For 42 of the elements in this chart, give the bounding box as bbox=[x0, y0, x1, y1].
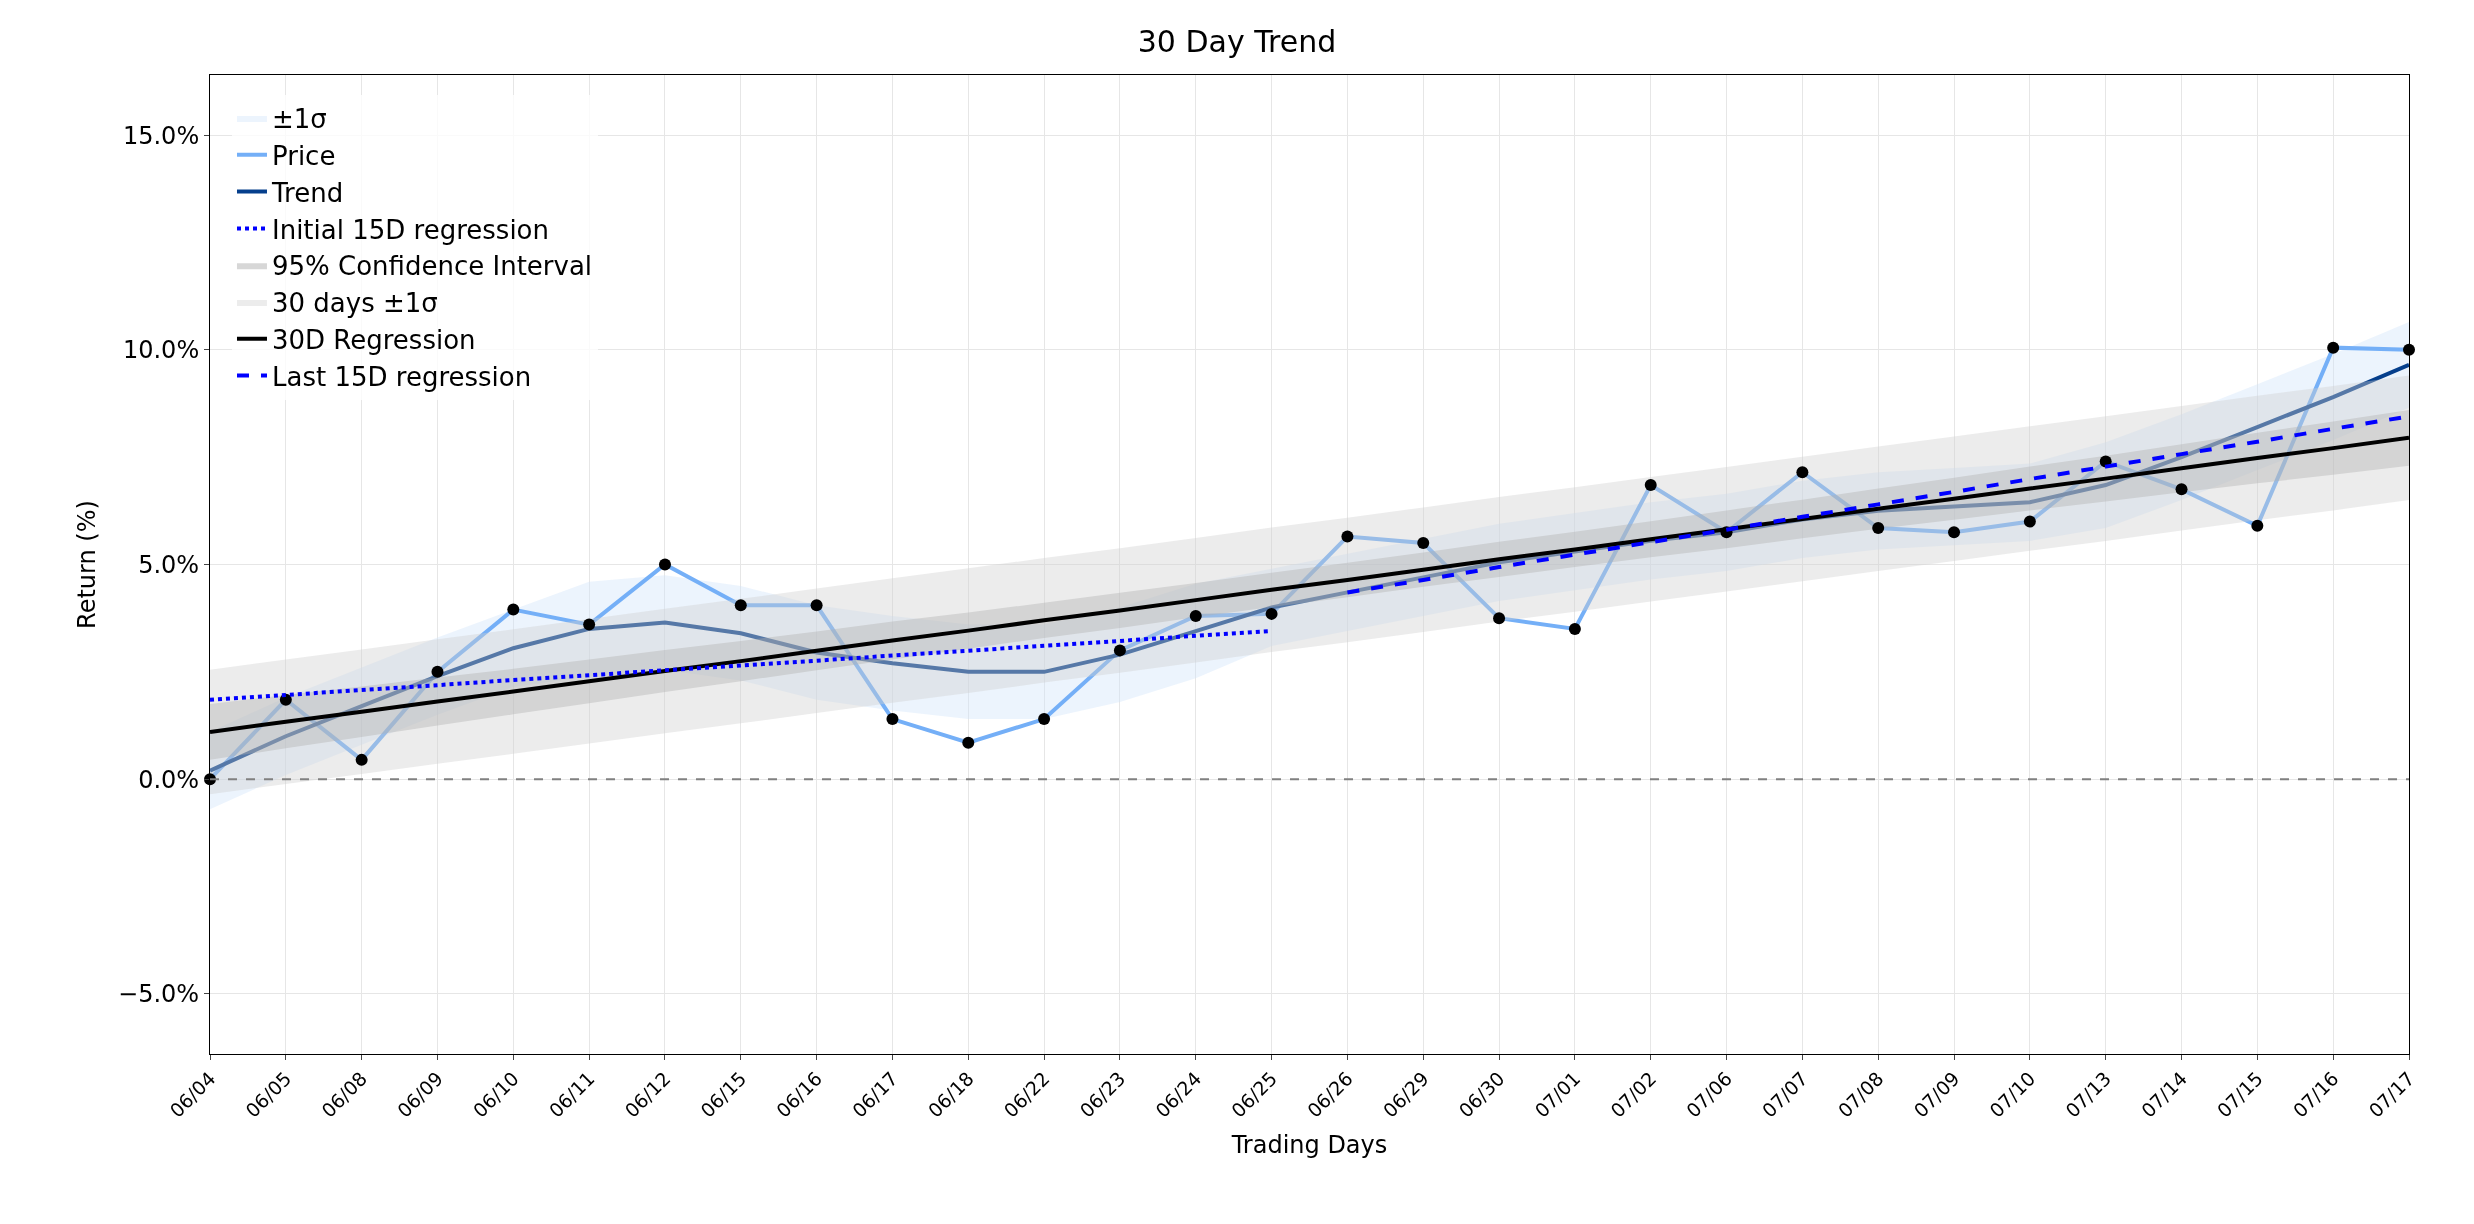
y-tick-label: 15.0% bbox=[122, 121, 200, 150]
y-tick-label: 5.0% bbox=[138, 550, 200, 579]
point bbox=[1265, 607, 1278, 620]
point bbox=[1644, 479, 1657, 492]
chart-title: 30 Day Trend bbox=[1137, 23, 1337, 59]
point bbox=[1341, 530, 1354, 543]
point bbox=[583, 618, 596, 631]
point bbox=[810, 599, 823, 612]
point bbox=[1417, 537, 1430, 550]
point bbox=[507, 603, 520, 616]
y-tick-label: −5.0% bbox=[118, 980, 200, 1009]
point bbox=[2251, 519, 2264, 532]
point bbox=[1796, 466, 1809, 479]
point bbox=[1493, 612, 1506, 625]
point bbox=[1113, 644, 1126, 657]
legend-label: Initial 15D regression bbox=[271, 214, 550, 245]
y-tick-label: 10.0% bbox=[122, 336, 200, 365]
point bbox=[1872, 522, 1885, 534]
point bbox=[1568, 622, 1581, 635]
y-tick-label: 0.0% bbox=[138, 765, 200, 794]
point bbox=[962, 736, 975, 749]
legend-label: Last 15D regression bbox=[271, 361, 532, 392]
legend-label: 95% Confidence Interval bbox=[271, 251, 593, 282]
point bbox=[355, 753, 368, 766]
point bbox=[734, 599, 747, 612]
point bbox=[431, 665, 444, 678]
point bbox=[2327, 341, 2340, 354]
point bbox=[1189, 610, 1202, 623]
point bbox=[658, 558, 671, 571]
legend-label: Price bbox=[271, 140, 336, 171]
point bbox=[1948, 526, 1961, 539]
x-axis-title: Trading Days bbox=[1230, 1130, 1388, 1159]
point bbox=[1038, 713, 1051, 726]
point bbox=[886, 713, 899, 726]
point bbox=[2403, 343, 2415, 356]
legend-label: ±1σ bbox=[271, 104, 327, 135]
legend-label: Trend bbox=[270, 177, 344, 208]
point bbox=[2175, 483, 2188, 496]
legend-label: 30D Regression bbox=[271, 324, 476, 355]
point bbox=[2023, 515, 2036, 528]
y-axis-title: Return (%) bbox=[73, 500, 102, 629]
legend-label: 30 days ±1σ bbox=[271, 288, 438, 319]
